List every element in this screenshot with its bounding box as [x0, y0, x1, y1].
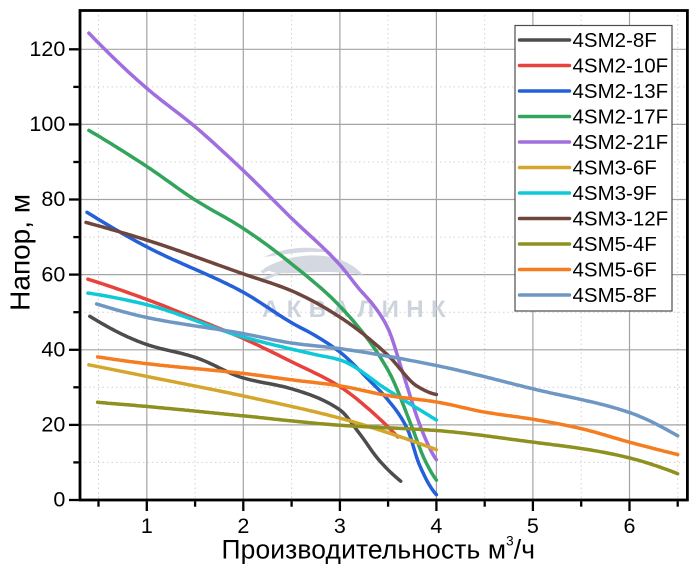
- svg-text:60: 60: [41, 262, 65, 286]
- svg-text:4SM5-8F: 4SM5-8F: [573, 284, 657, 307]
- svg-text:Напор, м: Напор, м: [5, 194, 36, 311]
- svg-text:2: 2: [237, 514, 249, 538]
- svg-text:Производительность м3/ч: Производительность м3/ч: [222, 534, 536, 565]
- svg-text:0: 0: [53, 488, 65, 512]
- svg-text:80: 80: [41, 187, 65, 211]
- svg-text:4SM3-6F: 4SM3-6F: [573, 157, 657, 180]
- svg-text:100: 100: [29, 112, 65, 136]
- svg-text:4SM3-12F: 4SM3-12F: [573, 208, 669, 231]
- svg-text:5: 5: [527, 514, 539, 538]
- svg-text:4SM3-9F: 4SM3-9F: [573, 182, 657, 205]
- svg-text:4SM2-10F: 4SM2-10F: [573, 55, 669, 78]
- svg-text:1: 1: [141, 514, 153, 538]
- svg-text:4SM5-6F: 4SM5-6F: [573, 259, 657, 282]
- svg-text:4: 4: [430, 514, 442, 538]
- svg-text:4SM2-8F: 4SM2-8F: [573, 29, 657, 52]
- svg-text:4SM5-4F: 4SM5-4F: [573, 233, 657, 256]
- svg-text:40: 40: [41, 338, 65, 362]
- svg-text:3: 3: [334, 514, 346, 538]
- svg-text:АКВАЛИНК: АКВАЛИНК: [262, 296, 453, 323]
- svg-text:4SM2-13F: 4SM2-13F: [573, 80, 669, 103]
- svg-text:120: 120: [29, 37, 65, 61]
- svg-text:4SM2-17F: 4SM2-17F: [573, 106, 669, 129]
- svg-text:6: 6: [624, 514, 636, 538]
- svg-text:4SM2-21F: 4SM2-21F: [573, 131, 669, 154]
- svg-text:20: 20: [41, 413, 65, 437]
